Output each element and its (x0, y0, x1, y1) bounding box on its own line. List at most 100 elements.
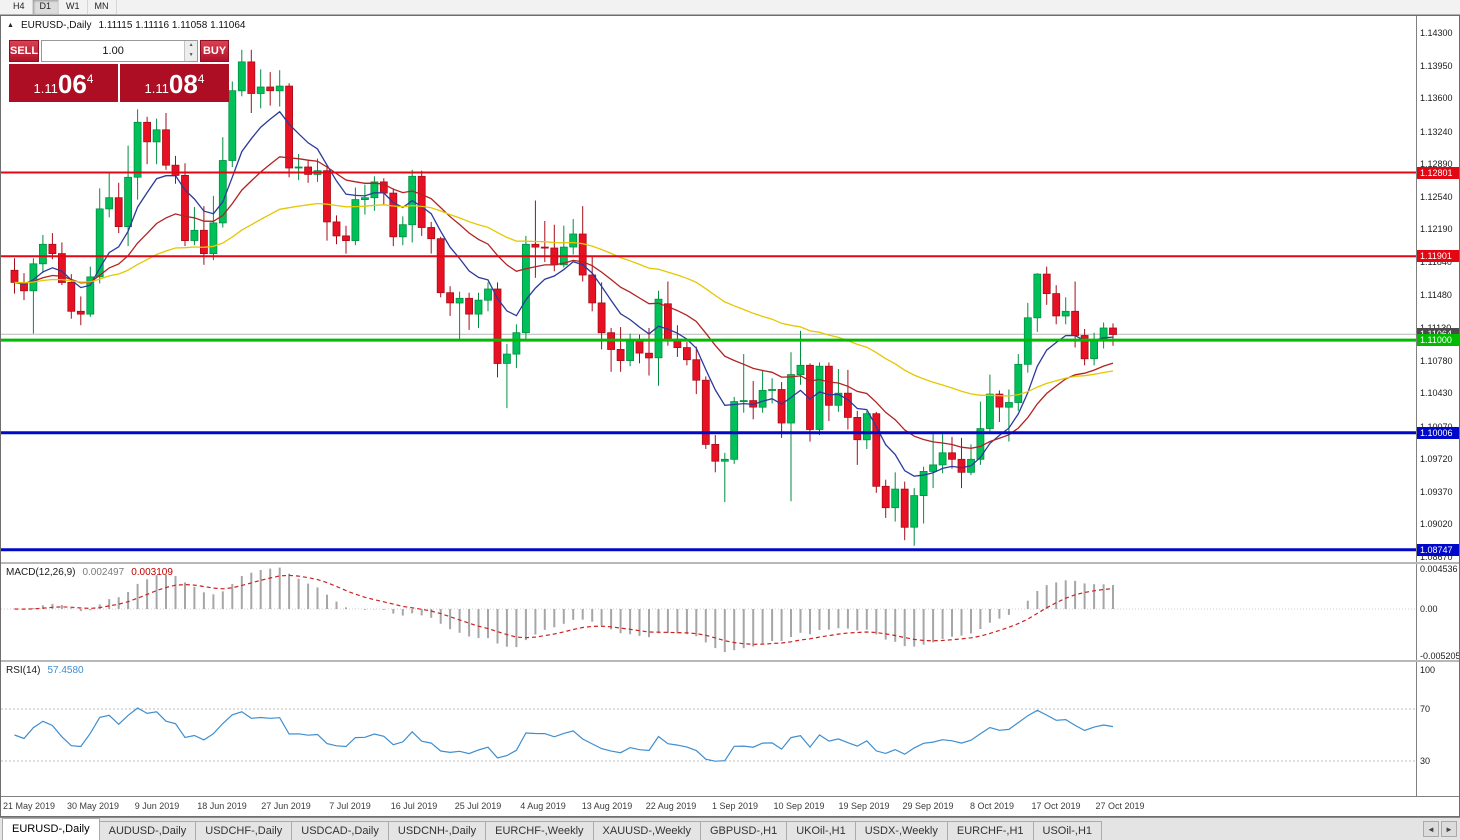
date-axis-label: 25 Jul 2019 (454, 801, 502, 811)
chart-tab-usdx-weekly[interactable]: USDX-,Weekly (854, 821, 948, 840)
price-axis-label: 1.12190 (1420, 224, 1453, 234)
chart-tabs: EURUSD-,Daily AUDUSD-,Daily USDCHF-,Daily U… (2, 818, 1103, 840)
sell-button[interactable]: SELL (9, 40, 40, 62)
price-axis-label: 1.13240 (1420, 127, 1453, 137)
price-axis[interactable]: 1.14300 1.13950 1.13600 1.13240 1.12890 1.125… (1416, 16, 1459, 562)
tab-scroll-buttons: ◄ ► (1423, 821, 1457, 837)
hline-price-tag: 1.11000 (1417, 334, 1459, 346)
date-axis-label: 1 Sep 2019 (711, 801, 759, 811)
lot-increase-button[interactable]: ▲ (185, 41, 198, 51)
time-axis[interactable]: 21 May 2019 30 May 2019 9 Jun 2019 18 Jun 2… (1, 796, 1459, 816)
rsi-axis-label: 30 (1420, 756, 1431, 766)
chart-tab-eurusd-daily[interactable]: EURUSD-,Daily (2, 818, 100, 840)
rsi-axis-label: 70 (1420, 704, 1431, 714)
chart-tab-usdcad-daily[interactable]: USDCAD-,Daily (291, 821, 389, 840)
chart-tab-eurchf-h1[interactable]: EURCHF-,H1 (946, 821, 1034, 840)
price-axis-label: 1.08670 (1420, 552, 1453, 562)
date-axis-label: 30 May 2019 (66, 801, 120, 811)
macd-name: MACD(12,26,9) (6, 567, 76, 578)
timeframe-toolbar: H4 D1 W1 MN (0, 0, 1460, 15)
price-axis-label: 1.10430 (1420, 388, 1453, 398)
chart-tab-usoil-h1[interactable]: USOil-,H1 (1032, 821, 1103, 840)
date-axis-label: 10 Sep 2019 (773, 801, 825, 811)
macd-signal-value: 0.003109 (131, 567, 173, 578)
lot-spinner: ▲ ▼ (184, 41, 198, 61)
chart-tab-eurchf-weekly[interactable]: EURCHF-,Weekly (485, 821, 594, 840)
date-axis-label: 27 Jun 2019 (261, 801, 311, 811)
price-axis-label: 1.14300 (1420, 28, 1453, 38)
macd-axis-label: 0.00 (1420, 604, 1438, 614)
price-axis-label: 1.12890 (1420, 159, 1453, 169)
rsi-plot (1, 707, 1416, 762)
chart-tab-audusd-daily[interactable]: AUDUSD-,Daily (98, 821, 197, 840)
macd-label: MACD(12,26,9) 0.002497 0.003109 (6, 567, 173, 578)
date-axis-label: 16 Jul 2019 (390, 801, 438, 811)
buy-price-display[interactable]: 1.11 08 4 (120, 64, 229, 102)
date-axis-label: 29 Sep 2019 (902, 801, 954, 811)
pane-separator[interactable] (1, 660, 1459, 662)
chart-tab-gbpusd-h1[interactable]: GBPUSD-,H1 (699, 821, 788, 840)
chart-tab-bar: EURUSD-,Daily AUDUSD-,Daily USDCHF-,Daily U… (0, 817, 1460, 840)
hline-price-tag: 1.12801 (1417, 167, 1459, 179)
rsi-axis-label: 100 (1420, 665, 1436, 675)
macd-axis-label: 0.004536 (1420, 564, 1458, 574)
chart-tab-xauusd-weekly[interactable]: XAUUSD-,Weekly (592, 821, 701, 840)
date-axis-label: 22 Aug 2019 (645, 801, 697, 811)
chart-symbol-label: EURUSD-,Daily (20, 20, 92, 31)
price-axis-label: 1.11840 (1420, 257, 1452, 267)
date-axis-label: 8 Oct 2019 (969, 801, 1015, 811)
date-axis-label: 19 Sep 2019 (838, 801, 890, 811)
lot-size-input[interactable] (42, 41, 185, 61)
timeframe-button-w1[interactable]: W1 (59, 0, 88, 14)
price-axis-label: 1.12540 (1420, 192, 1453, 202)
rsi-axis[interactable]: 100 70 30 (1416, 662, 1459, 796)
price-axis-label: 1.13950 (1420, 61, 1453, 71)
sell-price-display[interactable]: 1.11 06 4 (9, 64, 118, 102)
buy-price-point: 4 (197, 72, 205, 86)
tabs-scroll-right-button[interactable]: ► (1441, 821, 1457, 837)
one-click-collapse-icon[interactable]: ▲ (7, 22, 14, 29)
timeframe-button-mn[interactable]: MN (88, 0, 117, 14)
timeframe-button-h4[interactable]: H4 (6, 0, 33, 14)
chart-window: ▲ EURUSD-,Daily 1.11115 1.11116 1.11058 … (0, 15, 1460, 817)
tabs-scroll-left-button[interactable]: ◄ (1423, 821, 1439, 837)
chart-tab-usdcnh-daily[interactable]: USDCNH-,Daily (387, 821, 487, 840)
timeframe-buttons: H4 D1 W1 MN (6, 0, 117, 14)
buy-button[interactable]: BUY (200, 40, 229, 62)
time-axis-labels: 21 May 2019 30 May 2019 9 Jun 2019 18 Jun 2… (1, 797, 1416, 816)
timeframe-button-d1[interactable]: D1 (32, 0, 60, 14)
date-axis-label: 18 Jun 2019 (197, 801, 247, 811)
rsi-name: RSI(14) (6, 665, 41, 676)
sell-price-pips: 06 (57, 69, 87, 99)
lot-decrease-button[interactable]: ▼ (185, 51, 198, 61)
sell-price-point: 4 (86, 72, 94, 86)
price-axis-label: 1.09020 (1420, 519, 1453, 529)
price-axis-label: 1.09370 (1420, 487, 1453, 497)
date-axis-label: 27 Oct 2019 (1095, 801, 1145, 811)
chart-tab-usdchf-daily[interactable]: USDCHF-,Daily (195, 821, 293, 840)
date-axis-label: 17 Oct 2019 (1031, 801, 1081, 811)
hline-price-tag: 1.10006 (1417, 427, 1459, 439)
buy-price-prefix: 1.11 (144, 81, 169, 96)
price-axis-label: 1.11480 (1420, 290, 1452, 300)
main-chart-pane: ▲ EURUSD-,Daily 1.11115 1.11116 1.11058 … (1, 16, 1459, 562)
date-axis-label: 9 Jun 2019 (134, 801, 180, 811)
buy-price-pips: 08 (168, 69, 198, 99)
macd-axis-label: -0.005205 (1420, 651, 1459, 660)
chart-ohlc-values: 1.11115 1.11116 1.11058 1.11064 (98, 20, 246, 31)
price-axis-label: 1.09720 (1420, 454, 1453, 464)
rsi-value: 57.4580 (47, 665, 84, 676)
candlestick-chart (1, 49, 1416, 552)
macd-axis[interactable]: 0.004536 0.00 -0.005205 (1416, 564, 1459, 660)
date-axis-label: 4 Aug 2019 (520, 801, 566, 811)
pane-separator[interactable] (1, 562, 1459, 564)
date-axis-label: 13 Aug 2019 (581, 801, 633, 811)
lot-size-field: ▲ ▼ (41, 40, 199, 62)
chart-title: ▲ EURUSD-,Daily 1.11115 1.11116 1.11058 … (7, 20, 246, 31)
rsi-pane: RSI(14) 57.4580 100 70 30 (1, 662, 1459, 796)
date-axis-label: 7 Jul 2019 (329, 801, 371, 811)
rsi-label: RSI(14) 57.4580 (6, 665, 84, 676)
macd-plot (1, 567, 1416, 653)
chart-tab-ukoil-h1[interactable]: UKOil-,H1 (786, 821, 856, 840)
